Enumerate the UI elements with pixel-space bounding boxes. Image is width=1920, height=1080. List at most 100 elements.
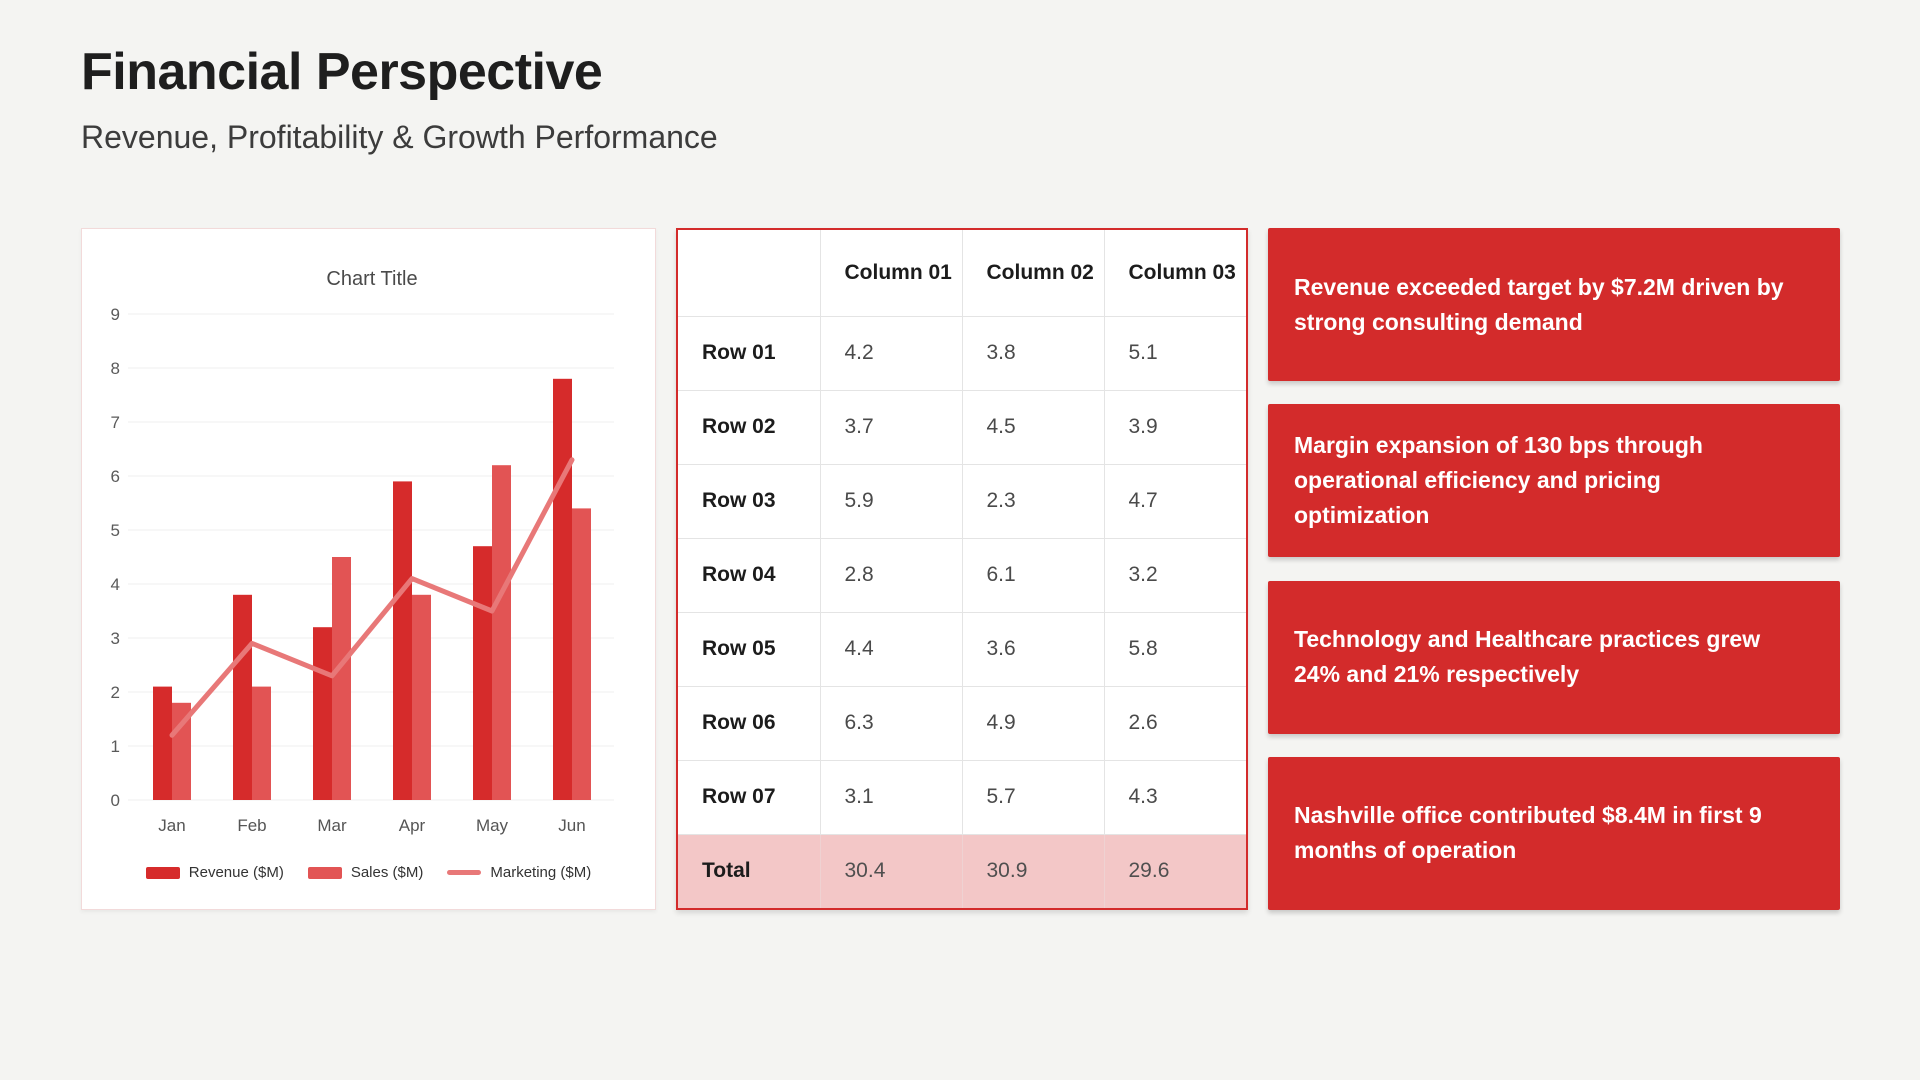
cell-value: 3.7 [819,389,963,465]
chart-legend: Revenue ($M) Sales ($M) Marketing ($M) [82,864,655,881]
legend-label: Revenue ($M) [188,864,284,881]
x-axis-label: Feb [237,816,266,835]
row-label: Row 07 [678,759,821,835]
legend-swatch-Sales ($M) [307,866,342,879]
cell-value: 4.7 [1103,463,1246,539]
x-axis-label: May [476,816,509,835]
row-label: Row 04 [678,537,821,613]
table-row: Row 02 3.7 4.5 3.9 [678,389,1246,465]
legend-label: Sales ($M) [350,864,424,881]
y-axis-tick: 1 [111,737,120,756]
callout-box-4: Nashville office contributed $8.4M in fi… [1268,756,1840,910]
cell-value: 4.3 [1103,759,1246,835]
bar-line-chart: 0 1 2 3 4 5 6 7 8 9 Chart Title Jan Feb Mar Apr May Jun [111,268,614,835]
cell-value: 4.9 [961,685,1105,761]
x-axis-label: Jun [558,816,585,835]
y-axis-tick: 5 [111,521,120,540]
legend-item-Sales ($M): Sales ($M) [307,864,424,881]
cell-value: 4.4 [819,611,963,687]
cell-value: 3.6 [961,611,1105,687]
callout-box-3: Technology and Healthcare practices grew… [1268,580,1840,734]
row-label: Row 01 [678,315,821,391]
table-row: Row 07 3.1 5.7 4.3 [678,759,1246,835]
callouts-column: Revenue exceeded target by $7.2M driven … [1268,228,1840,910]
callout-text: Nashville office contributed $8.4M in fi… [1294,802,1762,864]
callout-text: Technology and Healthcare practices grew… [1294,626,1761,688]
column-header [678,230,821,317]
cell-value: 4.5 [961,389,1105,465]
callout-text: Margin expansion of 130 bps through oper… [1294,432,1703,529]
row-label: Total [678,833,821,908]
bar-Sales ($M)-Jun [572,508,591,800]
cell-value: 5.7 [961,759,1105,835]
y-axis-tick: 3 [111,629,120,648]
cell-value: 5.8 [1103,611,1246,687]
marketing-line [169,457,575,738]
table-row: Row 05 4.4 3.6 5.8 [678,611,1246,687]
cell-value: 3.1 [819,759,963,835]
column-header: Column 01 [819,230,963,317]
total-row: Total 30.4 30.9 29.6 [678,833,1246,908]
bar-Revenue ($M)-Jan [153,686,172,800]
table-row: Row 03 5.9 2.3 4.7 [678,463,1246,539]
bar-Revenue ($M)-Jun [553,378,572,800]
cell-value: 30.4 [819,833,963,908]
cell-value: 6.1 [961,537,1105,613]
chart-title: Chart Title [326,268,417,290]
bar-Revenue ($M)-May [473,546,492,800]
cell-value: 3.8 [961,315,1105,391]
y-axis-tick: 7 [111,413,120,432]
x-axis-label: Mar [317,816,347,835]
bar-Sales ($M)-Mar [332,557,351,800]
cell-value: 5.9 [819,463,963,539]
column-header: Column 03 [1103,230,1246,317]
row-label: Row 03 [678,463,821,539]
y-axis-tick: 0 [111,791,120,810]
bar-Sales ($M)-Apr [412,594,431,800]
bar-Revenue ($M)-Mar [313,627,332,800]
cell-value: 3.9 [1103,389,1246,465]
bar-Sales ($M)-Feb [252,686,271,800]
table-row: Row 06 6.3 4.9 2.6 [678,685,1246,761]
cell-value: 2.8 [819,537,963,613]
cell-value: 5.1 [1103,315,1246,391]
bar-Revenue ($M)-Feb [233,594,252,800]
y-axis-tick: 9 [111,305,120,324]
table-row: Row 01 4.2 3.8 5.1 [678,315,1246,391]
callout-text: Revenue exceeded target by $7.2M driven … [1294,273,1784,335]
table-row: Row 04 2.8 6.1 3.2 [678,537,1246,613]
page-title: Financial Perspective [81,43,603,101]
table-header-row: Column 01 Column 02 Column 03 [678,230,1246,317]
legend-label: Marketing ($M) [490,864,592,881]
x-axis-label: Jan [158,816,185,835]
y-axis-tick: 8 [111,359,120,378]
cell-value: 3.2 [1103,537,1246,613]
data-table: Column 01 Column 02 Column 03 Row 01 4.2 3.8 5… [678,230,1246,908]
callout-box-2: Margin expansion of 130 bps through oper… [1268,404,1840,558]
legend-swatch-Marketing ($M) [447,870,482,875]
x-axis-label: Apr [399,816,426,835]
cell-value: 6.3 [819,685,963,761]
cell-value: 2.6 [1103,685,1246,761]
cell-value: 30.9 [961,833,1105,908]
chart-panel: 0 1 2 3 4 5 6 7 8 9 Chart Title Jan Feb Mar Apr May Jun … [81,228,656,910]
y-axis-tick: 2 [111,683,120,702]
row-label: Row 05 [678,611,821,687]
y-axis-tick: 6 [111,467,120,486]
y-axis-tick: 4 [111,575,120,594]
cell-value: 4.2 [819,315,963,391]
legend-item-Revenue ($M): Revenue ($M) [145,864,284,881]
bar-Revenue ($M)-Apr [393,481,412,800]
page-header: Financial Perspective Revenue, Profitabi… [81,42,718,156]
cell-value: 2.3 [961,463,1105,539]
bar-Sales ($M)-May [492,465,511,800]
row-label: Row 06 [678,685,821,761]
page-subtitle: Revenue, Profitability & Growth Performa… [81,119,718,155]
legend-swatch-Revenue ($M) [145,866,180,879]
callout-box-1: Revenue exceeded target by $7.2M driven … [1268,228,1840,381]
row-label: Row 02 [678,389,821,465]
legend-item-Marketing ($M): Marketing ($M) [447,864,591,881]
cell-value: 29.6 [1103,833,1246,908]
content-row: 0 1 2 3 4 5 6 7 8 9 Chart Title Jan Feb Mar Apr May Jun … [81,228,1840,910]
